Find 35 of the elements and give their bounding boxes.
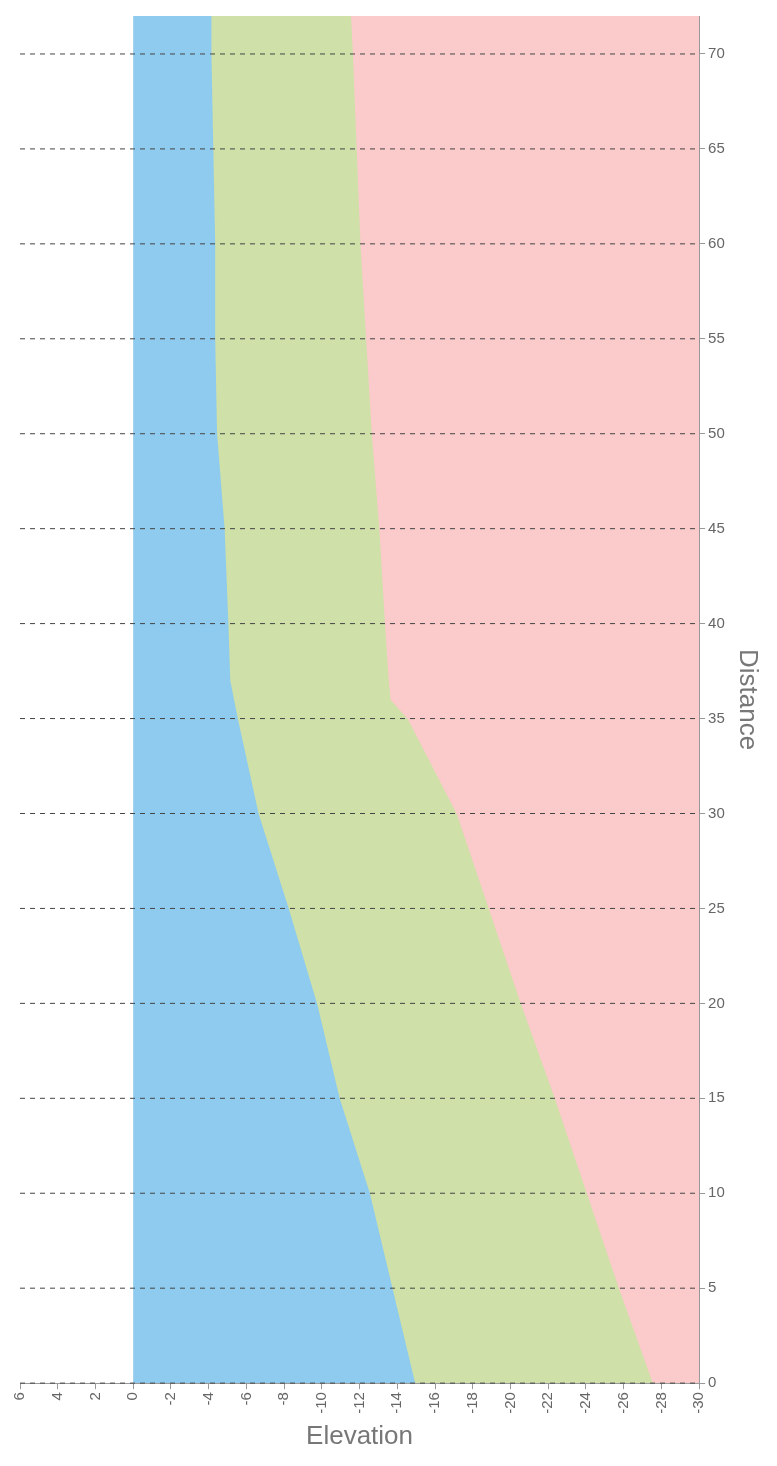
x-tick-label: 0 xyxy=(123,1392,141,1401)
y-tick-label: 25 xyxy=(708,898,725,916)
y-tick-label: 5 xyxy=(708,1278,717,1296)
y-tick-label: 20 xyxy=(708,993,725,1011)
y-axis-title: Distance xyxy=(734,648,765,751)
x-tick-label: -24 xyxy=(576,1392,594,1414)
y-tick-label: 60 xyxy=(708,233,725,251)
y-tick-label: 10 xyxy=(708,1183,725,1201)
x-tick-label: -30 xyxy=(689,1392,707,1414)
x-tick-label: -6 xyxy=(236,1392,254,1406)
x-tick-label: -26 xyxy=(613,1392,631,1414)
x-tick-label: -8 xyxy=(274,1392,292,1406)
x-axis-title: Elevation xyxy=(306,1419,414,1450)
x-tick-label: -18 xyxy=(462,1392,480,1414)
y-tick-label: 70 xyxy=(708,44,725,62)
x-tick-label: -22 xyxy=(538,1392,556,1414)
x-tick-label: -28 xyxy=(651,1392,669,1414)
x-tick-label: 2 xyxy=(85,1392,103,1401)
x-tick-label: -10 xyxy=(311,1392,329,1414)
y-tick-label: 65 xyxy=(708,139,725,157)
y-tick-label: 55 xyxy=(708,328,725,346)
x-tick-label: -14 xyxy=(387,1392,405,1414)
y-tick-label: 30 xyxy=(708,803,725,821)
x-tick-label: -20 xyxy=(500,1392,518,1414)
x-tick-label: -2 xyxy=(161,1392,179,1406)
y-tick-label: 35 xyxy=(708,708,725,726)
y-tick-label: 45 xyxy=(708,518,725,536)
y-tick-label: 40 xyxy=(708,613,725,631)
x-tick-label: -4 xyxy=(198,1392,216,1406)
x-tick-label: -12 xyxy=(349,1392,367,1414)
x-tick-label: 4 xyxy=(47,1392,65,1401)
y-tick-label: 50 xyxy=(708,423,725,441)
y-tick-label: 15 xyxy=(708,1088,725,1106)
x-tick-label: -16 xyxy=(425,1392,443,1414)
x-tick-label: 6 xyxy=(10,1392,28,1401)
